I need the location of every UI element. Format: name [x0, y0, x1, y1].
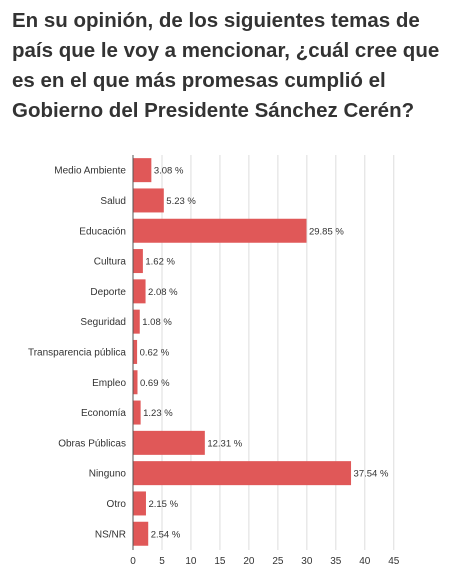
category-label: Economía — [81, 408, 126, 419]
bar — [133, 521, 149, 546]
x-tick-label: 25 — [272, 556, 284, 567]
grid-lines — [132, 155, 395, 550]
bar — [133, 370, 138, 395]
bar — [133, 491, 146, 516]
value-label: 0.62 % — [140, 347, 170, 358]
category-label: Educación — [79, 226, 126, 237]
bar — [133, 158, 152, 183]
value-label: 2.15 % — [148, 499, 178, 510]
category-label: NS/NR — [95, 529, 126, 540]
category-label: Obras Públicas — [58, 438, 126, 449]
value-label: 0.69 % — [140, 378, 170, 389]
x-axis-ticks: 0 5 10 15 20 25 30 35 40 45 — [130, 556, 400, 567]
chart-title: En su opinión, de los siguientes temas d… — [12, 9, 440, 122]
value-label: 3.08 % — [154, 166, 184, 177]
bar — [133, 339, 138, 364]
category-label: Otro — [107, 499, 127, 510]
value-label: 5.23 % — [166, 196, 196, 207]
x-tick-label: 45 — [388, 556, 400, 567]
value-label: 37.54 % — [354, 469, 389, 480]
bar — [133, 218, 307, 243]
value-label: 2.54 % — [151, 529, 181, 540]
bar — [133, 188, 164, 213]
category-label: Cultura — [94, 257, 127, 268]
x-tick-label: 20 — [243, 556, 255, 567]
category-label: Empleo — [92, 378, 126, 389]
category-label: Medio Ambiente — [54, 166, 126, 177]
value-label: 29.85 % — [309, 226, 344, 237]
value-label: 2.08 % — [148, 287, 178, 298]
bar — [133, 279, 146, 304]
category-label: Transparencia pública — [28, 347, 126, 358]
value-label: 1.23 % — [143, 408, 173, 419]
bars — [133, 158, 352, 546]
labels: Medio Ambiente 3.08 % Salud 5.23 % Educación… — [28, 166, 389, 541]
x-tick-label: 10 — [185, 556, 197, 567]
value-label: 12.31 % — [207, 438, 242, 449]
category-label: Salud — [100, 196, 126, 207]
category-label: Ninguno — [89, 469, 127, 480]
bar — [133, 249, 143, 274]
x-tick-label: 40 — [359, 556, 371, 567]
x-tick-label: 30 — [301, 556, 313, 567]
bar — [133, 430, 205, 455]
x-tick-label: 5 — [159, 556, 165, 567]
bar — [133, 400, 141, 425]
x-tick-label: 35 — [330, 556, 342, 567]
bar — [133, 309, 140, 334]
bar — [133, 461, 352, 486]
value-label: 1.62 % — [145, 257, 175, 268]
category-label: Seguridad — [80, 317, 126, 328]
category-label: Deporte — [90, 287, 126, 298]
value-label: 1.08 % — [142, 317, 172, 328]
x-tick-label: 0 — [130, 556, 136, 567]
x-tick-label: 15 — [214, 556, 226, 567]
